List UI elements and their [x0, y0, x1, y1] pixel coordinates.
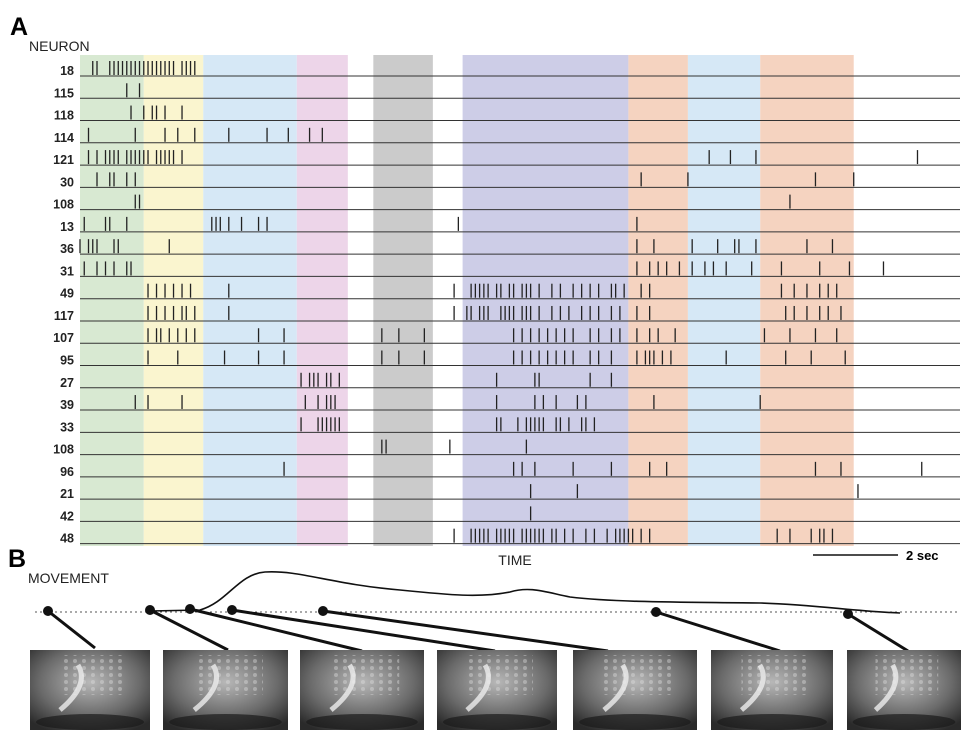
photo-texture	[742, 655, 809, 695]
photo-shadow	[36, 714, 144, 730]
photo-shadow	[579, 714, 691, 730]
neuron-label: 30	[60, 175, 74, 189]
neuron-label: 114	[54, 131, 74, 145]
movement-trace	[150, 572, 900, 613]
neuron-label: 21	[60, 487, 74, 501]
photo-shadow	[306, 714, 418, 730]
epoch-band	[688, 55, 760, 546]
photo-shadow	[717, 714, 827, 730]
y-axis-title: NEURON	[29, 38, 90, 54]
photo-texture	[331, 655, 399, 695]
photo-texture	[604, 655, 672, 695]
photo-shadow	[169, 714, 282, 730]
neuron-label: 108	[53, 443, 74, 457]
neuron-label: 42	[60, 509, 74, 523]
photo-texture	[194, 655, 263, 695]
photo-texture	[467, 655, 533, 695]
neuron-label: 115	[54, 86, 74, 100]
photo-shadow	[853, 714, 956, 730]
neuron-label: 107	[53, 331, 74, 345]
epoch-bands	[80, 55, 854, 546]
neuron-label: 18	[60, 64, 74, 78]
neuron-label: 36	[60, 242, 74, 256]
epoch-band	[463, 55, 629, 546]
photo-shadow	[443, 714, 551, 730]
neuron-label: 108	[53, 198, 74, 212]
neuron-label: 95	[60, 354, 74, 368]
neuron-label: 33	[60, 420, 74, 434]
neuron-label: 31	[60, 264, 74, 278]
epoch-band	[628, 55, 688, 546]
neuron-label: 48	[60, 532, 74, 546]
epoch-band	[203, 55, 297, 546]
panel-title: MOVEMENT	[28, 570, 109, 586]
panel-label: A	[10, 13, 28, 41]
epoch-band	[373, 55, 433, 546]
neuron-label: 13	[60, 220, 74, 234]
neuron-label: 96	[60, 465, 74, 479]
panel-label: B	[8, 545, 26, 573]
connectors	[48, 609, 908, 651]
scale-bar: 2 sec	[813, 548, 939, 563]
neuron-label: 39	[60, 398, 74, 412]
neuron-label: 118	[54, 109, 74, 123]
neuron-label: 49	[60, 287, 74, 301]
figure: 18 115 118 114 121 30 108 13 36 31 49 117 107 95 27 39 3…	[0, 0, 961, 730]
scale-bar-label: 2 sec	[906, 548, 939, 563]
epoch-band	[760, 55, 854, 546]
photo-strip	[30, 650, 961, 730]
neuron-label: 121	[53, 153, 74, 167]
photo-texture	[60, 655, 126, 695]
epoch-band	[80, 55, 144, 546]
x-axis-title: TIME	[498, 552, 531, 568]
neuron-label: 117	[54, 309, 74, 323]
neuron-label: 27	[60, 376, 74, 390]
photo-texture	[876, 655, 939, 695]
